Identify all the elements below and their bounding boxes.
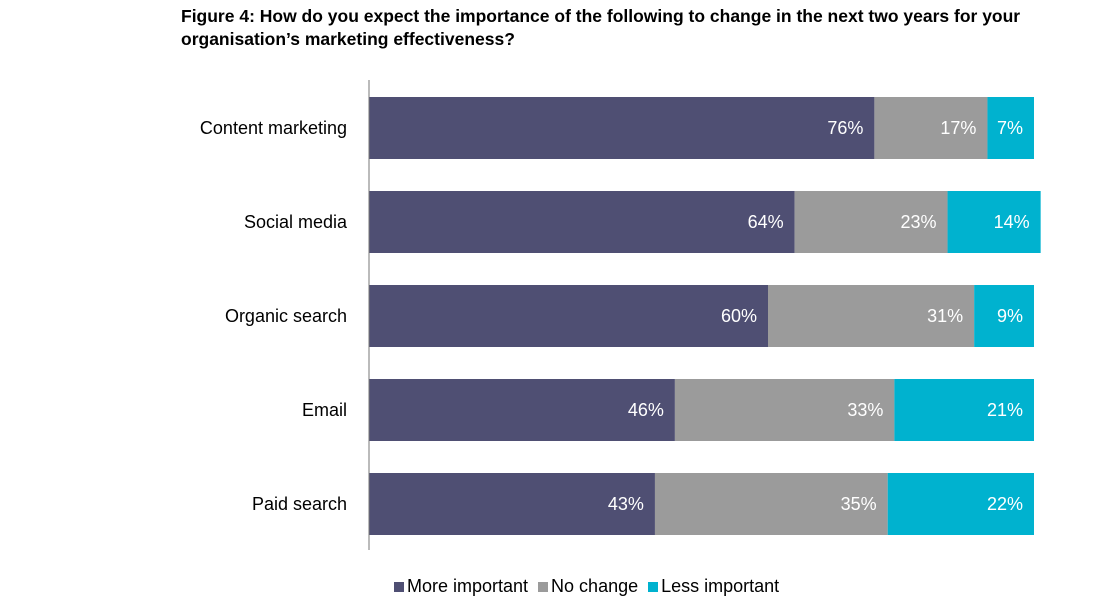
bar-segment xyxy=(974,285,1034,347)
category-label: Organic search xyxy=(225,306,347,326)
legend-swatch xyxy=(538,581,549,592)
data-label: 46% xyxy=(628,400,664,420)
chart-title: Figure 4: How do you expect the importan… xyxy=(181,6,1021,49)
bar-segment xyxy=(887,473,1034,535)
data-label: 31% xyxy=(927,306,963,326)
bar-segment xyxy=(894,379,1034,441)
stacked-bar-chart: Content marketing 76% 17% 7% Social media 64%… xyxy=(200,80,1041,550)
data-label: 43% xyxy=(608,494,644,514)
bars-layer xyxy=(369,97,1041,535)
data-label: 35% xyxy=(841,494,877,514)
bar-segment xyxy=(369,97,875,159)
bar-segment xyxy=(987,97,1034,159)
category-label: Email xyxy=(302,400,347,420)
data-label: 64% xyxy=(748,212,784,232)
legend-item: Less important xyxy=(648,576,779,597)
legend-swatch xyxy=(648,581,659,592)
labels-layer: Content marketing 76% 17% 7% Social media 64%… xyxy=(200,118,1030,514)
legend-item: No change xyxy=(538,576,638,597)
data-label: 76% xyxy=(827,118,863,138)
bar-segment xyxy=(794,191,948,253)
data-label: 17% xyxy=(940,118,976,138)
category-label: Social media xyxy=(244,212,348,232)
bar-segment xyxy=(947,191,1041,253)
bar-segment xyxy=(654,473,888,535)
bar-segment xyxy=(674,379,895,441)
category-label: Content marketing xyxy=(200,118,347,138)
bar-segment xyxy=(369,379,675,441)
bar-segment xyxy=(874,97,988,159)
bar-segment xyxy=(768,285,975,347)
data-label: 21% xyxy=(987,400,1023,420)
legend-label: More important xyxy=(407,576,529,596)
category-label: Paid search xyxy=(252,494,347,514)
bar-segment xyxy=(369,191,795,253)
chart-legend: More important No change Less important xyxy=(0,576,1115,597)
legend-label: Less important xyxy=(661,576,780,596)
data-label: 9% xyxy=(997,306,1023,326)
bar-segment xyxy=(369,473,655,535)
data-label: 33% xyxy=(847,400,883,420)
bar-segment xyxy=(369,285,768,347)
legend-label: No change xyxy=(551,576,639,596)
data-label: 23% xyxy=(901,212,937,232)
data-label: 22% xyxy=(987,494,1023,514)
legend-swatch xyxy=(394,581,404,592)
legend-item: More important xyxy=(394,576,528,597)
data-label: 60% xyxy=(721,306,757,326)
data-label: 7% xyxy=(997,118,1023,138)
data-label: 14% xyxy=(994,212,1030,232)
